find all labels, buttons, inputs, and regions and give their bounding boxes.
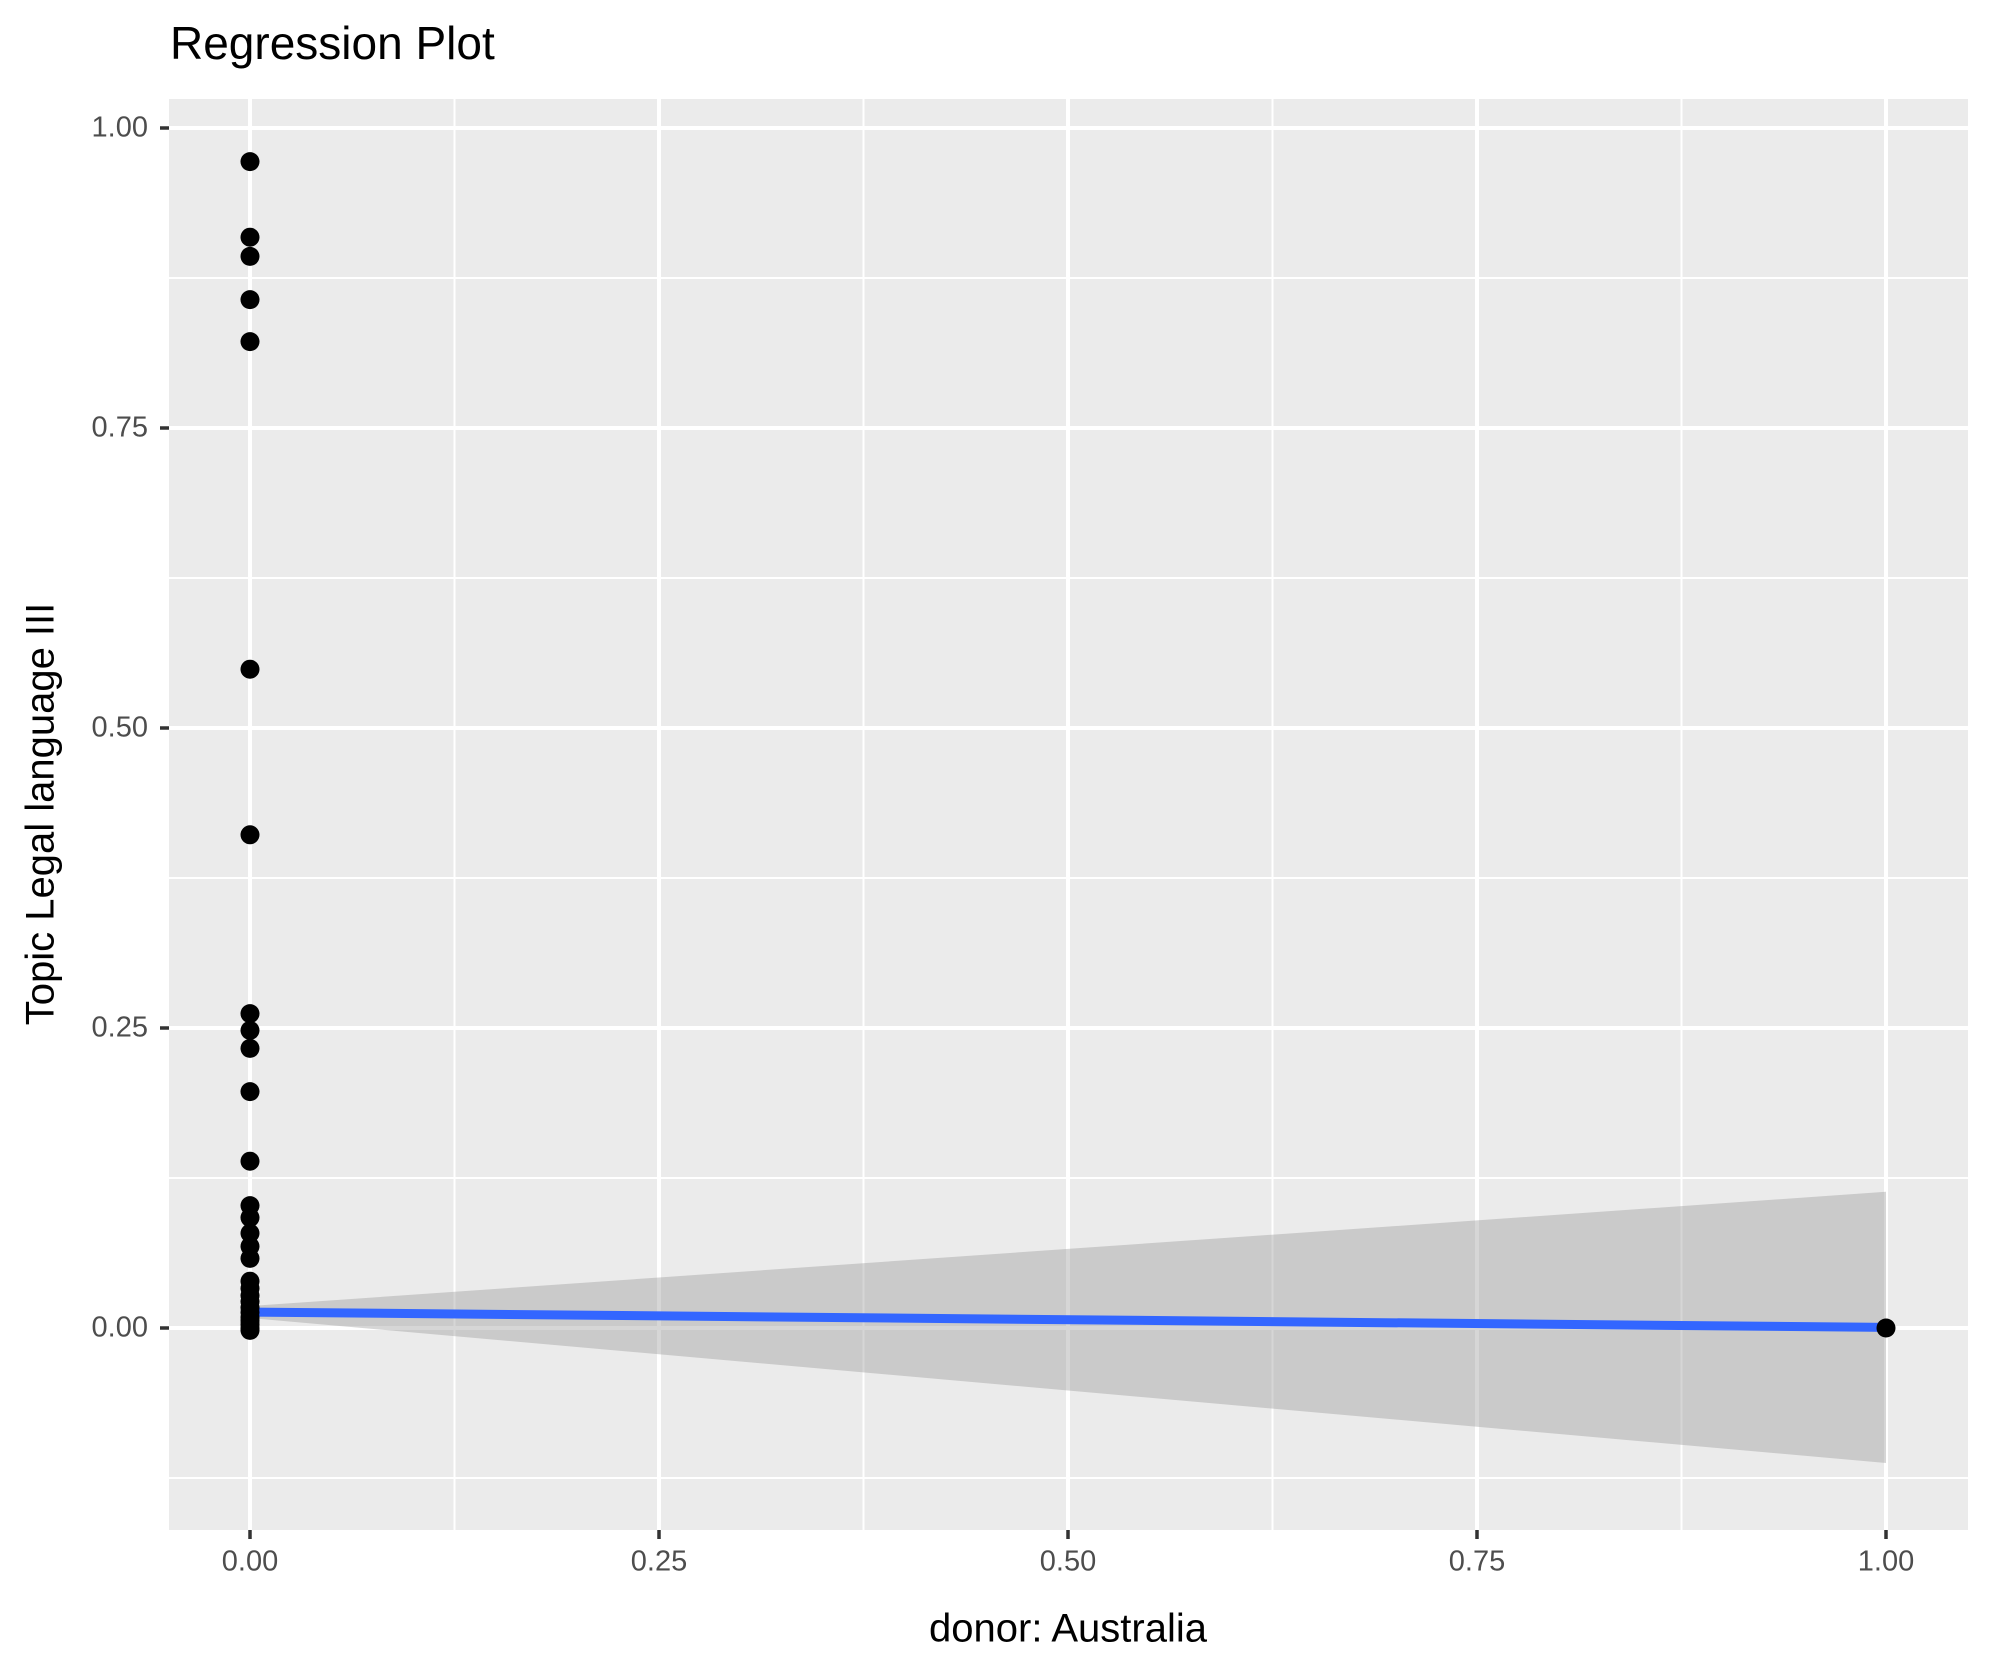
data-point (240, 290, 260, 310)
data-point (240, 1151, 260, 1171)
x-tick-label: 0.00 (221, 1545, 279, 1578)
x-tick-label: 0.75 (1448, 1545, 1506, 1578)
y-tick-label: 0.25 (91, 1011, 148, 1044)
data-point (240, 1020, 260, 1040)
data-point (240, 659, 260, 679)
data-point (240, 1223, 260, 1243)
data-point (240, 1320, 260, 1340)
data-point (240, 1038, 260, 1058)
data-point (240, 1248, 260, 1268)
x-tick-label: 0.50 (1039, 1545, 1097, 1578)
data-point (1876, 1318, 1896, 1338)
x-tick-label: 1.00 (1857, 1545, 1915, 1578)
y-axis-title: Topic Legal language III (18, 602, 63, 1026)
data-point (240, 152, 260, 172)
data-point (240, 1082, 260, 1102)
y-tick-label: 0.50 (91, 711, 148, 744)
regression-line (245, 1307, 1891, 1332)
confidence-ribbon (250, 1191, 1886, 1463)
data-point (240, 1004, 260, 1024)
data-point (240, 1208, 260, 1228)
data-point (240, 332, 260, 352)
y-tick-label: 0.75 (91, 411, 148, 444)
x-tick-label: 0.25 (630, 1545, 688, 1578)
x-axis-title: donor: Australia (929, 1606, 1207, 1651)
plot-title: Regression Plot (170, 17, 495, 69)
y-tick-label: 1.00 (91, 111, 148, 144)
data-point (240, 246, 260, 266)
y-tick-label: 0.00 (91, 1311, 148, 1344)
data-point (240, 825, 260, 845)
data-point (240, 227, 260, 247)
